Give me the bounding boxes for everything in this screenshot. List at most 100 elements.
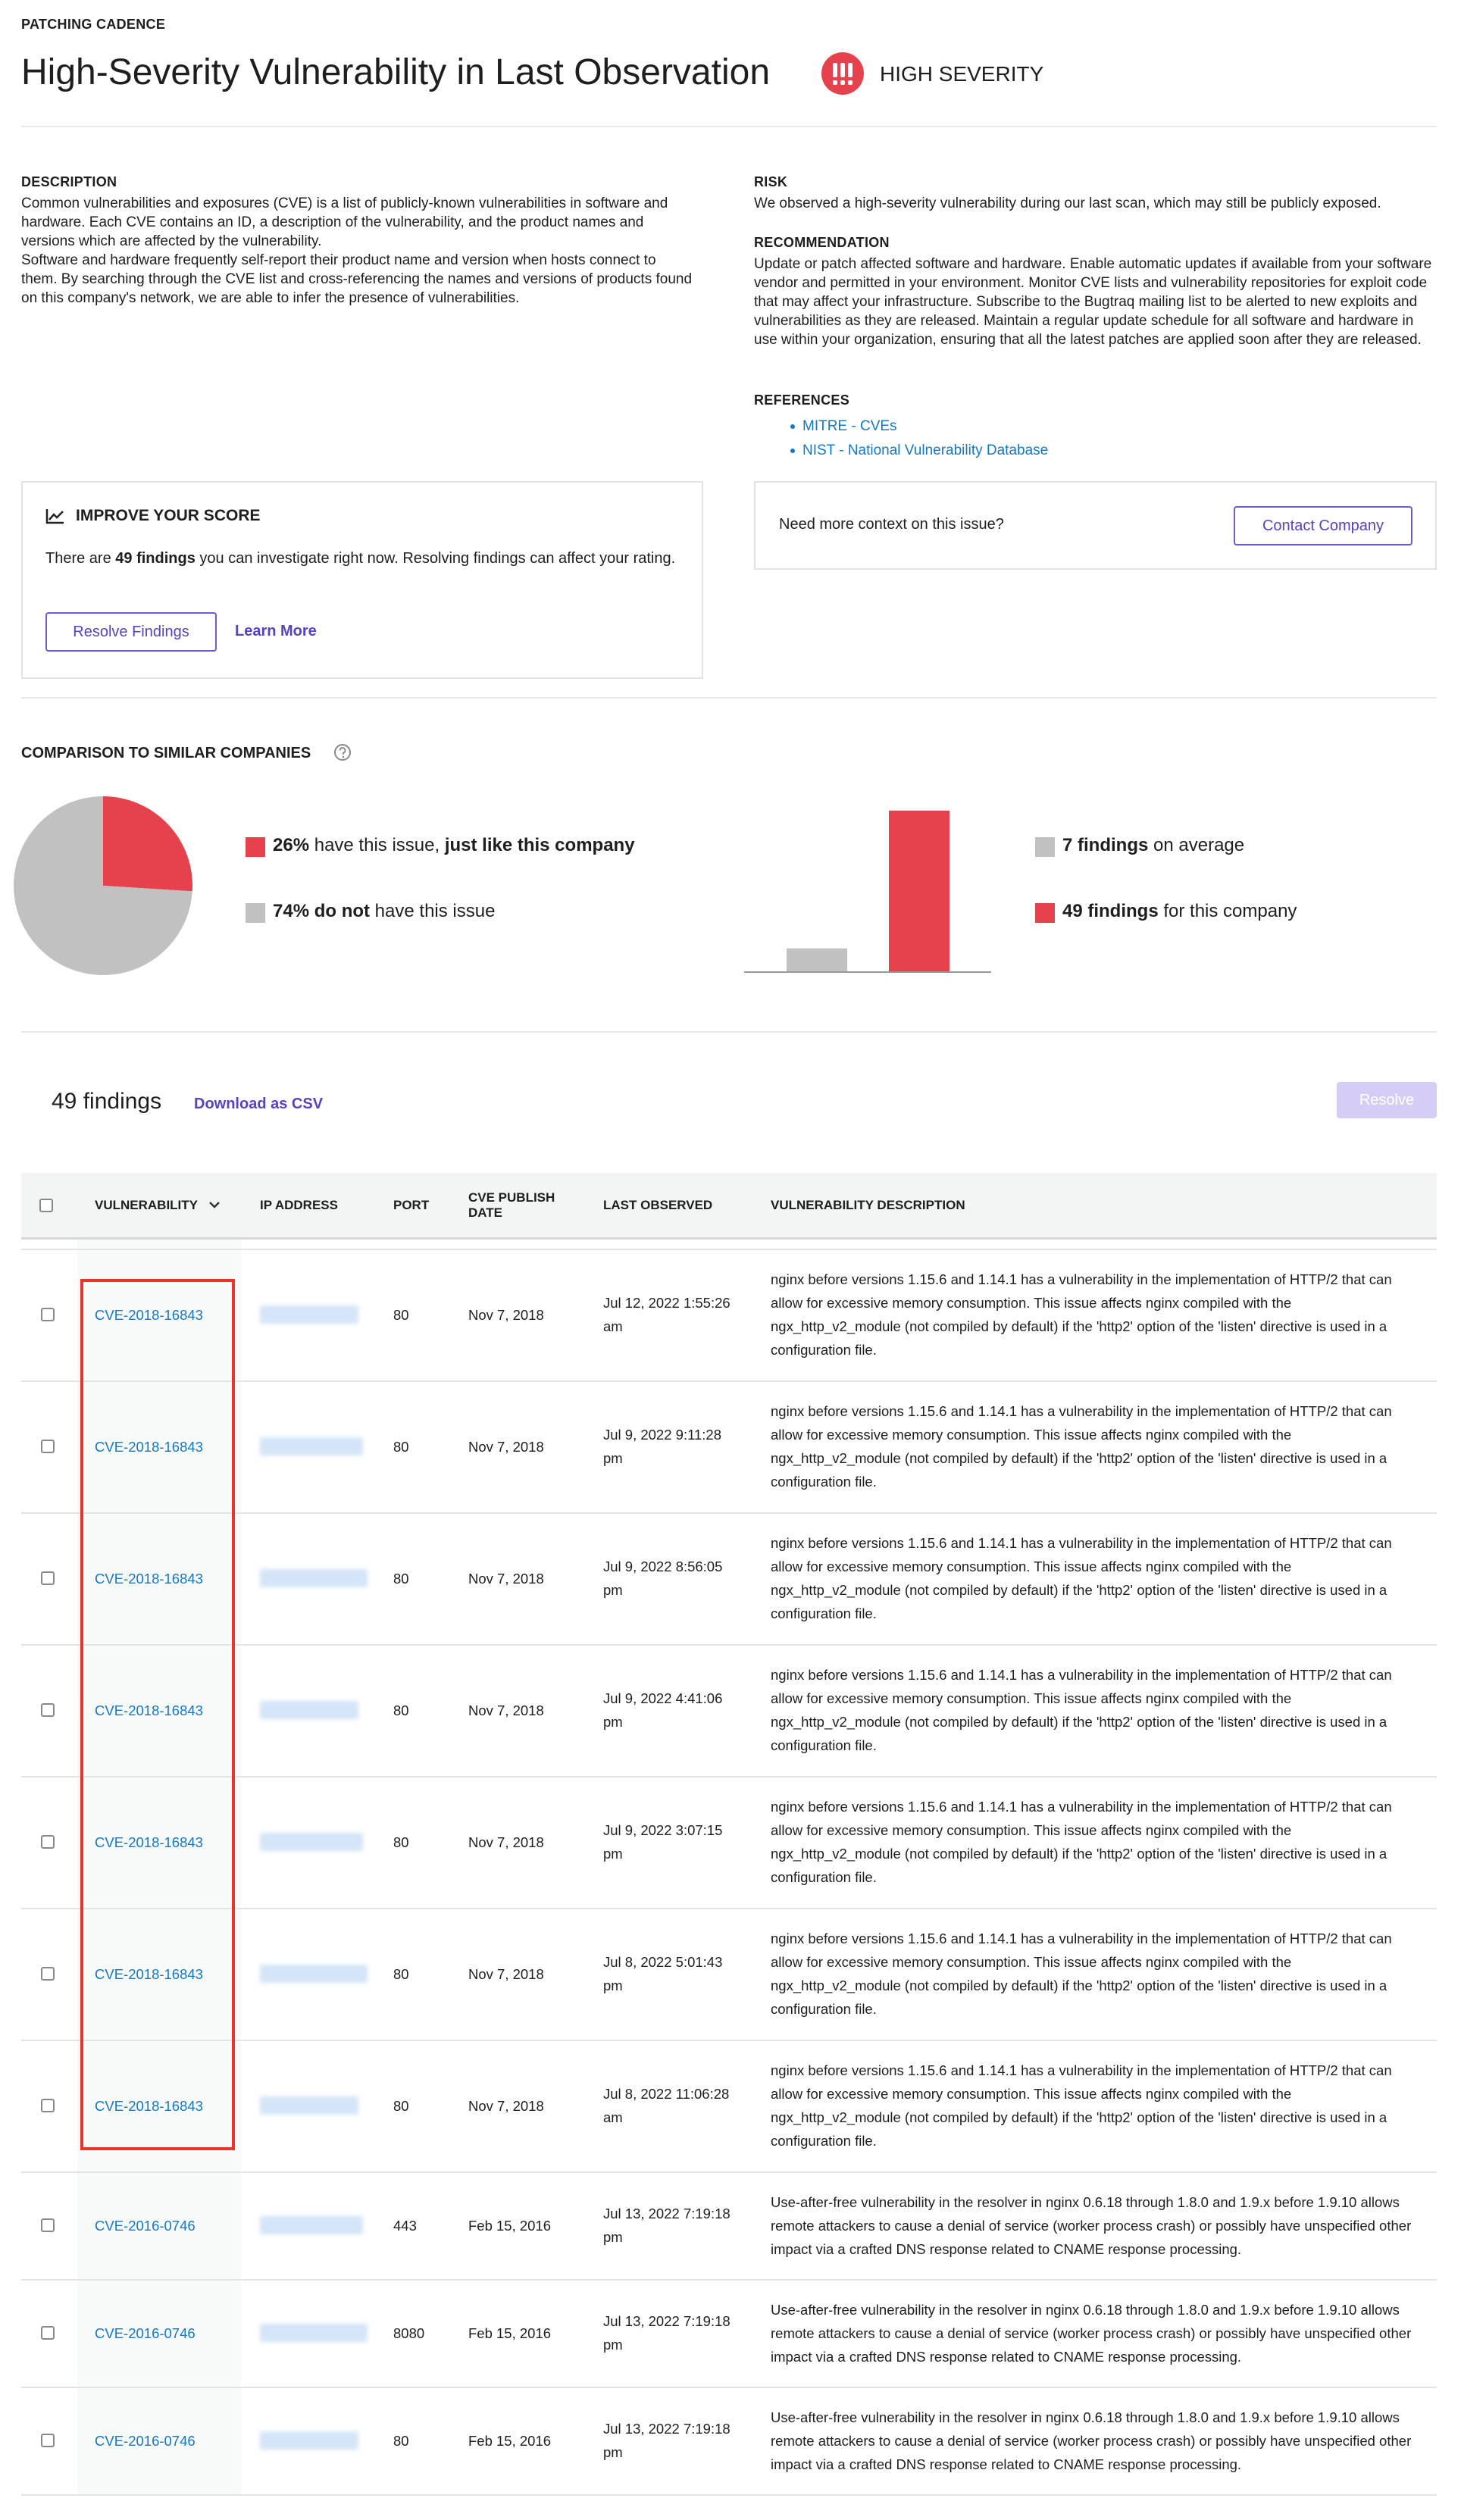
ip-address-blurred: [260, 2324, 368, 2342]
bar: [889, 810, 949, 971]
last-observed: Jul 8, 2022 11:06:28 am: [603, 2086, 730, 2125]
cve-link[interactable]: CVE-2016-0746: [95, 2325, 196, 2341]
improve-emphasis: 49 findings: [115, 550, 196, 567]
column-header[interactable]: PORT: [393, 1197, 430, 1212]
ip-address-blurred: [260, 2096, 358, 2115]
column-header[interactable]: LAST OBSERVED: [603, 1197, 713, 1212]
cve-link[interactable]: CVE-2018-16843: [95, 2097, 203, 2114]
legend-swatch: [1035, 903, 1055, 923]
pie-legend-emphasis: just like this company: [444, 835, 635, 855]
legend-swatch: [246, 837, 265, 857]
description-paragraph: Common vulnerabilities and exposures (CV…: [21, 195, 668, 249]
resolve-button[interactable]: Resolve: [1337, 1082, 1437, 1118]
severity-icon: [821, 52, 864, 95]
comparison-heading: COMPARISON TO SIMILAR COMPANIES: [21, 745, 311, 761]
bar-legend-text: 7 findings on average: [1062, 835, 1244, 856]
divider: [21, 126, 1437, 127]
cve-link[interactable]: CVE-2018-16843: [95, 1834, 203, 1850]
recommendation-heading: RECOMMENDATION: [754, 235, 890, 250]
cve-link[interactable]: CVE-2018-16843: [95, 1702, 203, 1718]
row-divider: [21, 2040, 1437, 2041]
resolve-findings-button[interactable]: Resolve Findings: [45, 612, 217, 652]
checkbox[interactable]: [41, 2326, 55, 2340]
vuln-description: nginx before versions 1.15.6 and 1.14.1 …: [771, 1799, 1392, 1885]
cve-link[interactable]: CVE-2016-0746: [95, 2217, 196, 2234]
row-divider: [21, 1512, 1437, 1514]
publish-date: Nov 7, 2018: [468, 1965, 544, 1982]
column-header[interactable]: CVE PUBLISH DATE: [468, 1190, 555, 1220]
ip-address-blurred: [260, 1833, 363, 1851]
last-observed: Jul 9, 2022 4:41:06 pm: [603, 1690, 723, 1730]
checkbox[interactable]: [41, 1571, 55, 1585]
divider: [21, 697, 1437, 699]
column-header[interactable]: VULNERABILITY DESCRIPTION: [771, 1197, 965, 1212]
improve-text: There are 49 findings you can investigat…: [45, 549, 682, 568]
highlight-annotation: [80, 1279, 235, 2150]
reference-link[interactable]: MITRE - CVEs: [802, 418, 897, 434]
bar-legend-label: on average: [1148, 835, 1245, 855]
column-header[interactable]: VULNERABILITY: [95, 1197, 198, 1212]
checkbox[interactable]: [41, 2218, 55, 2232]
row-divider: [21, 1776, 1437, 1777]
pie-legend-text: 26% have this issue, just like this comp…: [273, 835, 635, 856]
help-icon[interactable]: [333, 743, 352, 761]
header-rule: [21, 1237, 1437, 1240]
port: 8080: [393, 2325, 425, 2341]
contact-company-button[interactable]: Contact Company: [1234, 506, 1413, 546]
port: 443: [393, 2217, 417, 2234]
publish-date: Nov 7, 2018: [468, 1702, 544, 1718]
chart-icon: [45, 509, 64, 524]
checkbox[interactable]: [39, 1199, 53, 1212]
row-divider: [21, 1380, 1437, 1382]
checkbox[interactable]: [41, 1703, 55, 1717]
checkbox[interactable]: [41, 2099, 55, 2112]
download-csv-link[interactable]: Download as CSV: [194, 1096, 324, 1112]
vuln-description: nginx before versions 1.15.6 and 1.14.1 …: [771, 2062, 1392, 2149]
context-box: [754, 481, 1437, 570]
checkbox[interactable]: [41, 1967, 55, 1981]
pie-legend-label: have this issue,: [309, 835, 445, 855]
vuln-description: nginx before versions 1.15.6 and 1.14.1 …: [771, 1667, 1392, 1753]
vuln-description: nginx before versions 1.15.6 and 1.14.1 …: [771, 1403, 1392, 1490]
risk-text: We observed a high-severity vulnerabilit…: [754, 195, 1381, 211]
pie-slice: [103, 796, 192, 892]
column-header[interactable]: IP ADDRESS: [260, 1197, 338, 1212]
references-heading: REFERENCES: [754, 392, 850, 408]
column-highlight: [77, 1237, 241, 2494]
description-paragraph: Software and hardware frequently self-re…: [21, 252, 693, 306]
port: 80: [393, 1438, 409, 1455]
checkbox[interactable]: [41, 1835, 55, 1849]
checkbox[interactable]: [41, 1308, 55, 1321]
vuln-description: Use-after-free vulnerability in the reso…: [771, 2409, 1412, 2472]
publish-date: Feb 15, 2016: [468, 2432, 552, 2449]
learn-more-link[interactable]: Learn More: [235, 623, 317, 639]
pie-legend-text: 74% do not have this issue: [273, 901, 495, 922]
pie-chart: [13, 796, 192, 975]
sort-icon[interactable]: [208, 1200, 221, 1209]
ip-address-blurred: [260, 1701, 358, 1719]
port: 80: [393, 1702, 409, 1718]
row-divider: [21, 1249, 1437, 1250]
checkbox[interactable]: [41, 2434, 55, 2447]
reference-link[interactable]: NIST - National Vulnerability Database: [802, 442, 1049, 458]
findings-count: 49 findings: [52, 1089, 162, 1114]
pie-value-label: 26%: [273, 835, 310, 855]
cve-link[interactable]: CVE-2018-16843: [95, 1570, 203, 1587]
pie-slice: [13, 796, 192, 975]
last-observed: Jul 9, 2022 9:11:28 pm: [603, 1427, 722, 1466]
cve-link[interactable]: CVE-2018-16843: [95, 1438, 203, 1455]
checkbox[interactable]: [41, 1440, 55, 1453]
cve-link[interactable]: CVE-2018-16843: [95, 1965, 203, 1982]
cve-link[interactable]: CVE-2018-16843: [95, 1306, 203, 1323]
improve-heading: IMPROVE YOUR SCORE: [76, 507, 261, 524]
vuln-description: Use-after-free vulnerability in the reso…: [771, 2193, 1412, 2257]
port: 80: [393, 2097, 409, 2114]
bullet: [790, 424, 795, 429]
last-observed: Jul 13, 2022 7:19:18 pm: [603, 2206, 730, 2245]
publish-date: Nov 7, 2018: [468, 1306, 544, 1323]
section-label: PATCHING CADENCE: [21, 17, 166, 32]
legend-swatch: [1035, 837, 1055, 857]
cve-link[interactable]: CVE-2016-0746: [95, 2432, 196, 2449]
vuln-description: nginx before versions 1.15.6 and 1.14.1 …: [771, 1535, 1392, 1621]
publish-date: Nov 7, 2018: [468, 1834, 544, 1850]
